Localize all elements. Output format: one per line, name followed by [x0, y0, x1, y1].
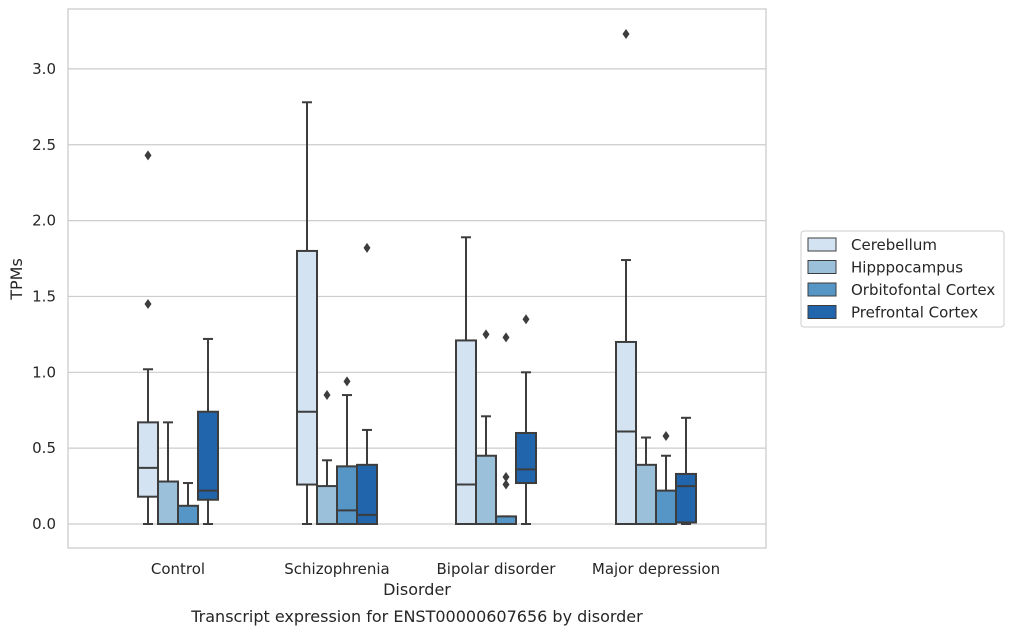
outlier-point: [323, 390, 331, 401]
box-body: [157, 480, 179, 525]
box-body: [137, 421, 159, 498]
box-group: [475, 329, 497, 525]
x-tick-label: Schizophrenia: [284, 560, 389, 578]
plot-frame: [67, 8, 767, 549]
outlier-point: [522, 314, 530, 325]
box-body: [515, 431, 537, 485]
outlier-point: [144, 299, 152, 310]
box-group: [655, 431, 677, 526]
y-tick-label: 0.5: [32, 439, 56, 457]
box-group: [356, 242, 378, 526]
legend-label: Cerebellum: [851, 236, 937, 254]
box-group: [615, 29, 637, 525]
box-body: [635, 463, 657, 526]
y-tick-label: 0.0: [32, 515, 56, 533]
outlier-point: [363, 242, 371, 253]
box-group: [515, 314, 537, 525]
outlier-point: [622, 29, 630, 40]
y-tick-label: 3.0: [32, 60, 56, 78]
outlier-point: [144, 150, 152, 161]
box-body: [655, 489, 677, 526]
legend-swatch: [807, 305, 837, 319]
x-tick-label: Control: [151, 560, 205, 578]
box-group: [316, 390, 338, 526]
box-group: [495, 332, 517, 525]
outlier-point: [502, 471, 510, 482]
box-group: [455, 236, 477, 525]
legend-label: Hipppocampus: [851, 259, 963, 277]
y-tick-label: 2.5: [32, 136, 56, 154]
x-tick-labels: Control Schizophrenia Bipolar disorder Majo…: [151, 560, 720, 578]
legend-swatch: [807, 282, 837, 297]
box-body: [675, 472, 697, 524]
box-body: [615, 340, 637, 525]
box-group: [675, 416, 697, 525]
box-body: [336, 465, 358, 526]
y-tick-labels: 0.0 0.5 1.0 1.5 2.0 2.5 3.0: [32, 60, 56, 533]
legend-frame: [800, 230, 1005, 328]
legend-swatch: [807, 237, 837, 252]
box-group: [296, 101, 318, 525]
box-body: [455, 339, 477, 525]
box-body: [495, 515, 517, 525]
figure-caption: Transcript expression for ENST0000060765…: [190, 607, 643, 626]
outlier-point: [502, 332, 510, 343]
box-group: [177, 482, 199, 525]
box-body: [177, 504, 199, 525]
box-body: [296, 249, 318, 486]
box-group: [336, 376, 358, 526]
y-tick-label: 2.0: [32, 212, 56, 230]
box-body: [475, 454, 497, 525]
boxes-layer: [137, 29, 697, 526]
y-tick-label: 1.0: [32, 363, 56, 381]
box-body: [356, 463, 378, 526]
outlier-point: [482, 329, 490, 340]
legend-swatch: [807, 260, 837, 274]
legend-label: Orbitofontal Cortex: [851, 281, 995, 299]
x-tick-label: Bipolar disorder: [437, 560, 557, 578]
box-body: [197, 410, 219, 501]
box-group: [157, 421, 179, 525]
outlier-point: [662, 431, 670, 442]
legend-label: Prefrontal Cortex: [851, 304, 978, 322]
legend: Cerebellum Hipppocampus Orbitofontal Corte…: [800, 230, 1005, 328]
box-body: [316, 485, 338, 526]
x-tick-label: Major depression: [592, 560, 720, 578]
x-axis-label: Disorder: [383, 580, 451, 599]
outlier-point: [502, 479, 510, 490]
box-group: [137, 150, 159, 525]
box-group: [197, 337, 219, 525]
y-axis-label: TPMs: [7, 258, 26, 301]
outlier-point: [343, 376, 351, 387]
y-tick-label: 1.5: [32, 287, 56, 305]
